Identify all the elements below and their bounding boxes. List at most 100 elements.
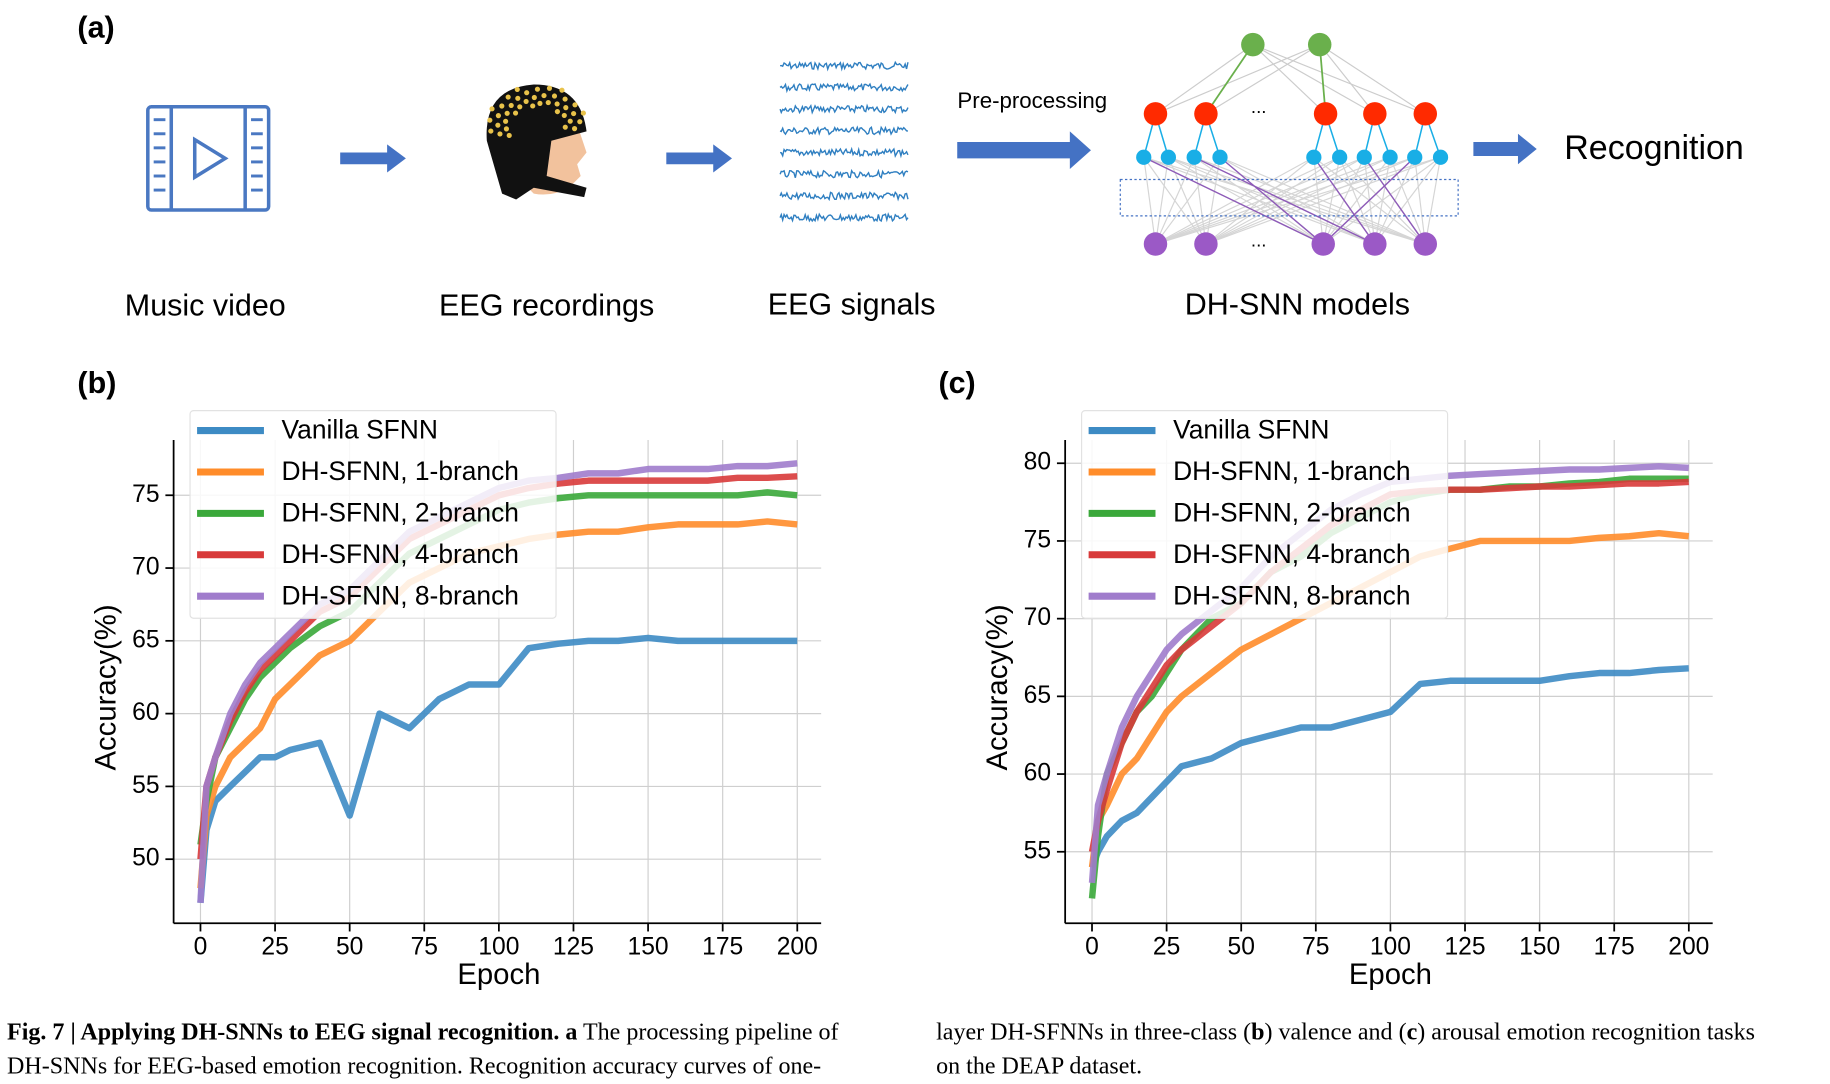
electrode [499,103,505,109]
dendrite-node [1186,149,1202,165]
electrode [562,96,568,102]
connection [1193,156,1426,245]
electrode [523,98,529,104]
electrode [514,86,520,93]
caption-text: ) arousal emotion recognition tasks [1417,1019,1755,1045]
electrode [534,86,541,92]
y-tick-label: 60 [132,699,159,726]
eeg-trace [779,146,909,159]
connection [1322,157,1341,245]
electrode [508,102,514,108]
connection [1205,44,1254,115]
legend-label: DH-SFNN, 4-branch [1173,539,1410,569]
dendrite-node [1160,149,1177,165]
x-tick-label: 175 [702,933,743,960]
y-tick-label: 75 [132,481,159,508]
dendrite-node [1306,149,1322,165]
eeg-trace [779,190,909,202]
neuron-node [1313,102,1338,126]
y-tick-label: 80 [1024,449,1051,476]
electrode [489,106,495,112]
dendrite-node [1407,149,1423,165]
arrow [340,144,406,173]
eeg-trace [779,125,909,136]
neuron-node [1363,102,1387,126]
y-tick-label: 55 [1024,837,1051,864]
legend-box [1080,410,1449,619]
electrode [505,94,511,100]
electrode [537,100,543,106]
dendrite-node [1212,149,1228,165]
eeg-trace [780,60,909,72]
chart: 50 55 60 65 70 75 0 25 50 75 100 125 150 175 200 Epoch A… [90,410,822,991]
caption-line: Fig. 7 | Applying DH-SNNs to EEG signal … [7,1019,839,1045]
legend-label: DH-SFNN, 2-branch [1173,498,1410,528]
eeg-trace [779,103,909,115]
electrode [561,112,567,118]
electrode [517,104,523,110]
electrode [563,105,569,111]
electrode [524,90,530,96]
connection [1424,157,1442,245]
x-tick-label: 175 [1594,933,1635,960]
connection [1319,44,1426,115]
chart: 55 60 65 70 75 80 0 25 50 75 100 125 150 175 200 Epoch A… [981,410,1713,991]
legend-label: Vanilla SFNN [1173,415,1329,445]
y-axis-label: Accuracy(%) [981,604,1014,770]
neuron-node [1194,102,1218,126]
connection [1339,157,1376,245]
connection [1319,44,1376,115]
connection [1143,157,1157,245]
electrode [531,94,537,101]
caption-text: on the DEAP dataset. [936,1053,1142,1079]
x-tick-label: 75 [1302,933,1329,960]
x-tick-label: 200 [777,933,818,960]
legend-label: DH-SFNN, 2-branch [282,498,519,528]
legend-box [189,410,557,619]
connection [1155,44,1320,115]
output-node [1307,32,1332,57]
electrode [571,126,578,132]
electrode [515,95,521,101]
electrode [488,128,494,134]
electrode [495,122,501,128]
output-node [1241,32,1265,57]
y-tick-label: 65 [1024,682,1051,709]
x-tick-label: 100 [478,933,519,960]
neuron-node [1143,102,1168,126]
x-tick-label: 150 [1519,933,1560,960]
connection [1252,44,1376,115]
electrode [503,118,509,124]
electrode [506,132,512,139]
connection [1322,156,1416,245]
connection [1313,157,1324,245]
legend-label: DH-SFNN, 1-branch [1173,456,1410,486]
electrode [554,101,560,107]
electrode [572,102,578,108]
x-tick-label: 0 [194,933,208,960]
connection [1313,156,1376,245]
connection [1143,156,1324,245]
y-tick-label: 55 [132,772,159,799]
y-tick-label: 70 [132,554,159,581]
dendrite-node [1332,149,1348,165]
dendrite-node [1356,149,1372,165]
y-tick-label: 75 [1024,526,1051,553]
legend-label: DH-SFNN, 1-branch [282,456,519,486]
x-tick-label: 200 [1668,933,1709,960]
connection [1143,156,1207,245]
x-tick-label: 150 [628,933,669,960]
electrode [571,111,577,117]
electrode [580,110,586,116]
connection [1155,156,1340,245]
x-tick-label: 125 [553,933,594,960]
dendrite-node [1382,149,1398,165]
arrow [957,131,1091,169]
x-tick-label: 25 [1153,933,1180,960]
connection [1193,156,1376,245]
connection [1168,156,1426,245]
eeg-trace [779,168,909,180]
electrode [554,109,560,115]
caption-line: on the DEAP dataset. [936,1053,1142,1079]
